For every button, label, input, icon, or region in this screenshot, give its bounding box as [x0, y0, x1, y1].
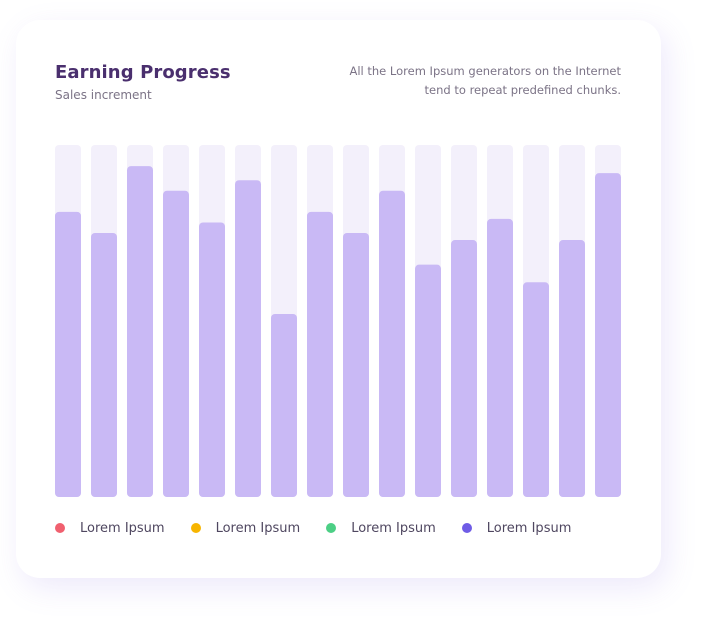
legend-item-3[interactable]: Lorem Ipsum	[326, 521, 436, 536]
bar-chart	[55, 145, 621, 497]
chart-legend: Lorem Ipsum Lorem Ipsum Lorem Ipsum Lore…	[55, 518, 597, 538]
legend-dot-2	[190, 523, 201, 533]
bar-5[interactable]	[199, 222, 225, 497]
legend-label-3: Lorem Ipsum	[351, 520, 436, 536]
legend-label-1: Lorem Ipsum	[80, 520, 165, 536]
bar-14[interactable]	[523, 282, 549, 497]
bar-10[interactable]	[379, 190, 405, 497]
description-line-1: All the Lorem Ipsum generators on the In…	[349, 64, 621, 78]
chart-title: Earning Progress	[55, 62, 231, 83]
legend-dot-1	[55, 523, 65, 533]
bar-16[interactable]	[595, 173, 621, 497]
legend-label-2: Lorem Ipsum	[215, 520, 301, 536]
legend-item-4[interactable]: Lorem Ipsum	[461, 520, 572, 536]
earning-progress-card: Earning Progress Sales increment All the…	[16, 20, 661, 578]
bar-7[interactable]	[271, 313, 297, 497]
bar-6[interactable]	[235, 180, 261, 497]
bar-11[interactable]	[415, 264, 441, 497]
legend-label-4: Lorem Ipsum	[486, 520, 572, 536]
bar-1[interactable]	[55, 211, 81, 497]
legend-item-1[interactable]: Lorem Ipsum	[55, 521, 165, 536]
bar-8[interactable]	[307, 211, 333, 497]
bar-12[interactable]	[451, 240, 477, 497]
description-line-2: tend to repeat predefined chunks.	[424, 83, 621, 97]
bar-2[interactable]	[91, 233, 117, 497]
bar-3[interactable]	[127, 166, 153, 497]
legend-item-2[interactable]: Lorem Ipsum	[190, 520, 301, 536]
legend-dot-3	[326, 523, 337, 533]
legend-dot-4	[461, 523, 472, 533]
chart-description: All the Lorem Ipsum generators on the In…	[341, 62, 621, 100]
bar-15[interactable]	[559, 240, 585, 497]
bar-4[interactable]	[163, 190, 189, 497]
chart-subtitle: Sales increment	[55, 88, 152, 102]
bar-9[interactable]	[343, 233, 369, 497]
bar-13[interactable]	[487, 218, 513, 497]
